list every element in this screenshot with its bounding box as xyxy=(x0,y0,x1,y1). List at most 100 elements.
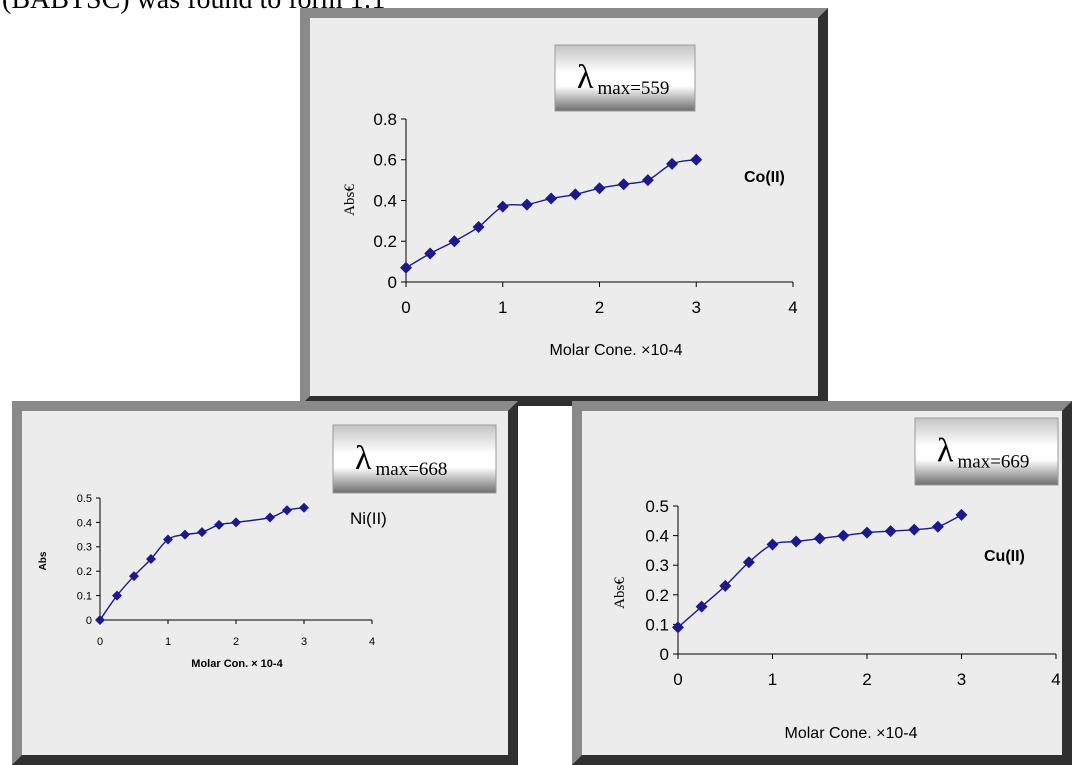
lambda-box xyxy=(914,417,1059,486)
y-tick-label: 0.5 xyxy=(77,493,92,505)
x-tick-label: 1 xyxy=(768,670,777,689)
x-tick-label: 2 xyxy=(862,670,871,689)
data-point xyxy=(695,600,708,613)
lambda-box xyxy=(554,44,696,112)
y-tick-label: 0.1 xyxy=(77,590,92,602)
data-point xyxy=(231,517,241,528)
data-point xyxy=(400,261,412,274)
data-point xyxy=(861,526,873,539)
data-point xyxy=(520,198,533,211)
data-point xyxy=(448,235,461,248)
y-tick-label: 0.3 xyxy=(77,542,92,554)
data-point xyxy=(214,519,224,530)
x-tick-label: 0 xyxy=(401,298,410,317)
lambda-box xyxy=(332,424,497,494)
chart-ni: λ max=668 0 1 2 3 4 0 0.1 0.2 0.3 0.4 0.5 Molar Con. … xyxy=(38,424,497,670)
data-point xyxy=(95,615,105,625)
y-axis-label: Abs€ xyxy=(342,184,358,216)
data-point xyxy=(666,157,679,170)
data-point xyxy=(719,579,732,592)
x-tick-label: 4 xyxy=(1051,670,1060,689)
x-tick-label: 1 xyxy=(165,636,171,648)
data-point xyxy=(569,188,582,201)
y-tick-label: 0.4 xyxy=(373,191,397,210)
data-point xyxy=(472,220,485,233)
y-tick-label: 0.5 xyxy=(645,497,669,516)
data-point xyxy=(180,529,190,540)
data-point xyxy=(282,505,292,516)
y-axis-label: Abs xyxy=(38,551,49,570)
lambda-text: λ max=669 xyxy=(937,433,1029,473)
x-axis-label: Molar Cone. ×10-4 xyxy=(785,725,918,742)
x-axis-label: Molar Con. × 10-4 xyxy=(191,658,283,670)
series-label: Co(II) xyxy=(744,169,785,186)
y-tick-label: 0.8 xyxy=(373,110,397,129)
chart-cu: λ max=669 0 1 2 3 4 0 0.1 0.2 0.3 0.4 0.5 Molar Cone.… xyxy=(612,417,1061,742)
y-tick-label: 0.4 xyxy=(645,527,669,546)
lambda-max-label: λ max=668 xyxy=(332,424,497,494)
x-tick-label: 1 xyxy=(498,298,507,317)
chart-co: λ max=559 0 1 2 3 4 0 0.2 0.4 0.6 0.8 Molar Cone. ×1… xyxy=(342,44,798,359)
lambda-max-value: max=559 xyxy=(598,78,670,99)
chart-panel-co: λ max=559 0 1 2 3 4 0 0.2 0.4 0.6 0.8 Molar Cone. ×1… xyxy=(300,8,828,406)
data-point xyxy=(931,520,944,533)
series-line xyxy=(99,507,305,621)
data-point xyxy=(617,178,630,191)
header-text: (BABTSC) was found to form 1:1 xyxy=(2,0,385,16)
data-point xyxy=(742,556,755,569)
data-point xyxy=(265,512,275,523)
data-point xyxy=(672,621,684,634)
x-tick-label: 0 xyxy=(673,670,682,689)
data-point xyxy=(146,554,156,564)
x-tick-label: 0 xyxy=(97,636,103,648)
lambda-symbol: λ xyxy=(937,433,954,470)
y-tick-label: 0.2 xyxy=(373,232,397,251)
x-tick-label: 3 xyxy=(692,298,701,317)
data-point xyxy=(813,532,826,545)
series-line xyxy=(677,514,962,628)
x-tick-label: 3 xyxy=(301,636,307,648)
data-point xyxy=(197,527,207,538)
y-tick-label: 0 xyxy=(86,615,92,627)
lambda-symbol: λ xyxy=(577,59,594,96)
x-tick-label: 3 xyxy=(957,670,966,689)
lambda-text: λ max=559 xyxy=(577,59,669,99)
y-tick-label: 0.4 xyxy=(77,517,92,529)
data-point xyxy=(593,182,606,195)
x-tick-label: 2 xyxy=(595,298,604,317)
data-point xyxy=(908,523,921,536)
chart-panel-ni: λ max=668 0 1 2 3 4 0 0.1 0.2 0.3 0.4 0.5 Molar Con. … xyxy=(12,401,518,765)
x-tick-label: 4 xyxy=(369,636,375,648)
y-tick-label: 0.2 xyxy=(77,566,92,578)
y-tick-label: 0.1 xyxy=(645,615,669,634)
lambda-max-value: max=668 xyxy=(376,459,448,480)
data-point xyxy=(545,192,558,205)
y-tick-label: 0.2 xyxy=(645,586,669,605)
lambda-max-value: max=669 xyxy=(958,452,1030,473)
data-point xyxy=(299,502,309,513)
lambda-max-label: λ max=559 xyxy=(554,44,696,112)
y-tick-label: 0 xyxy=(388,273,397,292)
data-point xyxy=(884,525,897,538)
x-tick-label: 2 xyxy=(233,636,239,648)
data-point xyxy=(496,200,509,213)
data-point xyxy=(424,247,437,260)
series-label: Cu(II) xyxy=(984,548,1025,565)
x-tick-label: 4 xyxy=(788,298,797,317)
lambda-max-label: λ max=669 xyxy=(914,417,1059,486)
chart-panel-cu: λ max=669 0 1 2 3 4 0 0.1 0.2 0.3 0.4 0.5 Molar Cone.… xyxy=(572,401,1072,765)
data-point xyxy=(112,590,122,601)
data-point xyxy=(163,534,173,545)
data-point xyxy=(955,508,968,521)
data-point xyxy=(766,538,779,551)
data-point xyxy=(790,535,803,548)
data-point xyxy=(690,153,703,166)
x-axis-label: Molar Cone. ×10-4 xyxy=(550,342,683,359)
lambda-text: λ max=668 xyxy=(355,440,447,480)
series-line xyxy=(405,159,697,269)
lambda-symbol: λ xyxy=(355,440,372,477)
series-label: Ni(II) xyxy=(350,509,387,528)
data-point xyxy=(641,174,654,187)
data-point xyxy=(837,529,850,542)
y-tick-label: 0.3 xyxy=(645,556,669,575)
